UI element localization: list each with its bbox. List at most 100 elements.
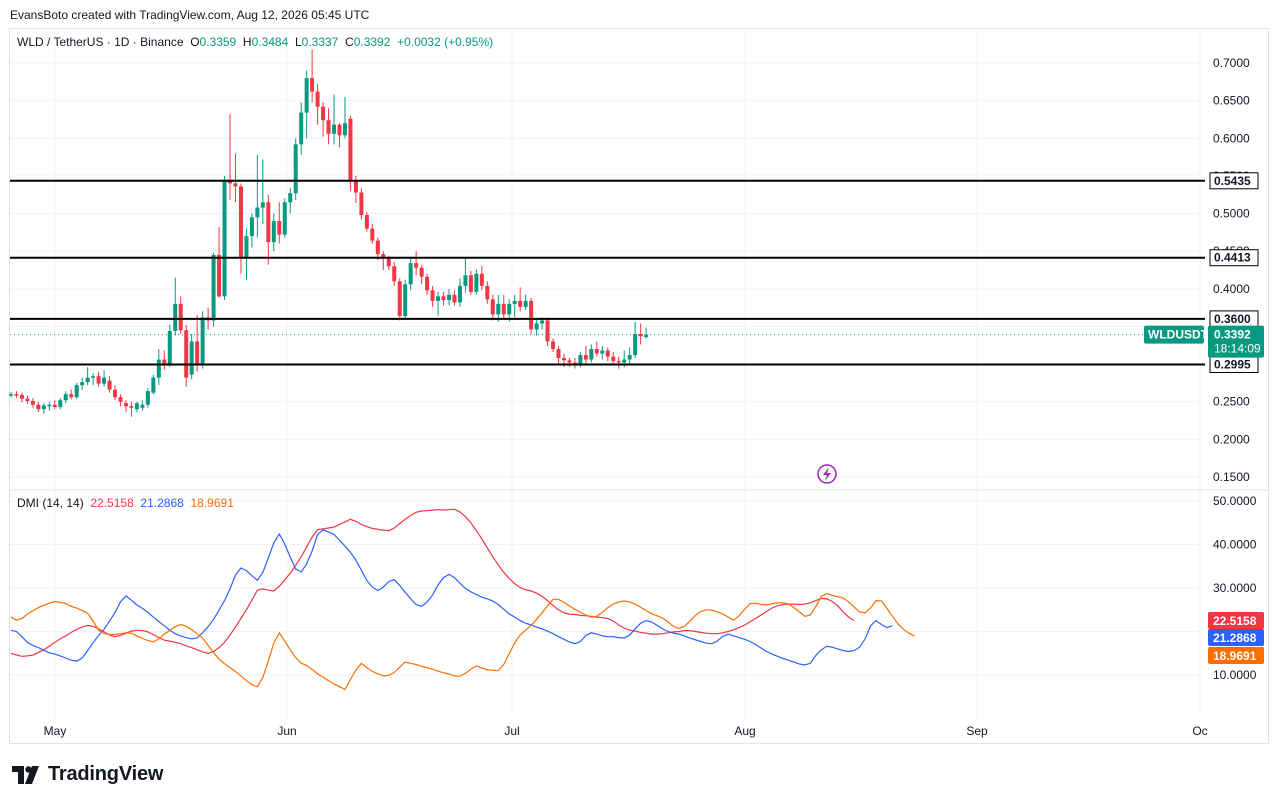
candle-body-up xyxy=(578,355,583,366)
candle-body-up xyxy=(134,403,139,410)
candle-body-down xyxy=(441,296,446,301)
candle-body-down xyxy=(375,240,380,255)
candle-body-down xyxy=(479,273,484,286)
candle-body-up xyxy=(189,341,194,375)
candle-body-up xyxy=(342,123,347,136)
low-label: L xyxy=(294,35,302,49)
candle-body-down xyxy=(321,106,326,121)
candle-body-down xyxy=(545,320,550,342)
candle-body-down xyxy=(25,398,30,401)
candle-body-up xyxy=(457,285,462,303)
candle-body-down xyxy=(19,394,24,399)
candle-body-down xyxy=(567,360,572,363)
dmi-value-tag-label: 21.2868 xyxy=(1213,631,1257,645)
dmi-line-di xyxy=(10,529,893,666)
dmi-axis-tick: 40.0000 xyxy=(1213,538,1257,552)
candle-body-down xyxy=(14,394,19,396)
level-tag-label: 0.5435 xyxy=(1214,174,1251,188)
tradingview-logo[interactable]: TradingView xyxy=(12,763,163,786)
candle-body-up xyxy=(288,193,293,203)
grid-lines xyxy=(10,30,1201,718)
candle-body-up xyxy=(496,303,501,315)
price-axis-tick: 0.5000 xyxy=(1213,207,1250,221)
candle-body-up xyxy=(299,112,304,145)
open-label: O xyxy=(190,35,200,49)
candle-body-up xyxy=(74,385,79,398)
candle-body-up xyxy=(403,284,408,316)
candle-body-down xyxy=(430,290,435,301)
candle-body-up xyxy=(534,323,539,330)
candle-body-up xyxy=(260,202,265,208)
candle-body-up xyxy=(200,317,205,365)
candle-body-up xyxy=(447,294,451,301)
candle-body-up xyxy=(523,300,528,307)
candle-body-up xyxy=(80,382,85,386)
candle-body-down xyxy=(353,180,358,193)
price-axis-tick: 0.1500 xyxy=(1213,470,1250,484)
close-value: 0.3392 xyxy=(353,35,391,49)
candle-body-up xyxy=(145,391,150,405)
candle-body-up xyxy=(633,333,638,356)
dmi-value-tag xyxy=(1208,647,1264,664)
candle-body-up xyxy=(211,254,216,321)
candle-body-down xyxy=(195,341,200,365)
candle-body-up xyxy=(167,330,172,366)
candle-body-down xyxy=(529,300,534,330)
symbol-tag xyxy=(1144,325,1204,344)
candle-body-down xyxy=(370,228,375,241)
dmi-axis-tick: 30.0000 xyxy=(1213,581,1257,595)
candle-body-down xyxy=(184,330,189,378)
candle-body-up xyxy=(304,78,309,113)
dmi-value-tag-label: 22.5158 xyxy=(1213,614,1257,628)
candle-body-down xyxy=(611,356,616,362)
chart-frame xyxy=(9,28,1269,744)
candle-body-up xyxy=(58,400,63,407)
candle-body-down xyxy=(123,403,128,407)
price-axis-tick: 0.2000 xyxy=(1213,432,1250,446)
candle-body-down xyxy=(583,355,588,360)
candle-body-down xyxy=(605,350,610,357)
candle-body-up xyxy=(85,377,90,383)
change-value: +0.0032 (+0.95%) xyxy=(397,35,494,49)
candle-body-down xyxy=(556,349,561,359)
dmi-axis-tick: 50.0000 xyxy=(1213,494,1257,508)
candle-body-down xyxy=(233,183,238,187)
dmi-adx-value: 22.5158 xyxy=(90,496,134,510)
last-price-label: 0.3392 xyxy=(1214,328,1251,342)
candle-body-up xyxy=(151,377,156,393)
candle-body-down xyxy=(381,254,386,259)
candle-body-down xyxy=(266,202,271,243)
level-tag-label: 0.3600 xyxy=(1214,312,1251,326)
dmi-line-di xyxy=(10,593,915,691)
candle-body-up xyxy=(249,217,254,237)
low-value: 0.3337 xyxy=(301,35,339,49)
candle-body-up xyxy=(271,221,276,243)
candle-body-down xyxy=(129,406,134,408)
tradingview-logo-icon xyxy=(12,765,39,784)
candle-body-down xyxy=(425,276,430,291)
time-axis-tick: May xyxy=(44,724,67,738)
candle-body-up xyxy=(463,275,468,286)
candle-body-down xyxy=(414,263,419,268)
lightning-alert-icon xyxy=(817,464,837,484)
candle-body-up xyxy=(102,377,107,384)
dmi-value-tag xyxy=(1208,629,1264,646)
alert-circle xyxy=(817,464,837,484)
candle-body-down xyxy=(118,397,123,402)
dmi-title: DMI (14, 14) xyxy=(17,496,84,510)
symbol-title: WLD / TetherUS · 1D · Binance xyxy=(17,35,184,49)
level-tag xyxy=(1209,249,1259,267)
candle-body-up xyxy=(540,320,545,324)
candle-body-down xyxy=(217,254,222,297)
candle-body-down xyxy=(490,299,495,315)
candle-body-down xyxy=(359,192,364,216)
last-price-tag xyxy=(1208,325,1264,358)
time-axis-tick: Oc xyxy=(1192,724,1207,738)
candle-body-down xyxy=(96,376,101,384)
time-axis-tick: Sep xyxy=(966,724,988,738)
candle-body-down xyxy=(30,400,35,405)
dmi-minus-di-value: 18.9691 xyxy=(190,496,234,510)
open-value: 0.3359 xyxy=(199,35,237,49)
candle-body-up xyxy=(63,394,68,401)
